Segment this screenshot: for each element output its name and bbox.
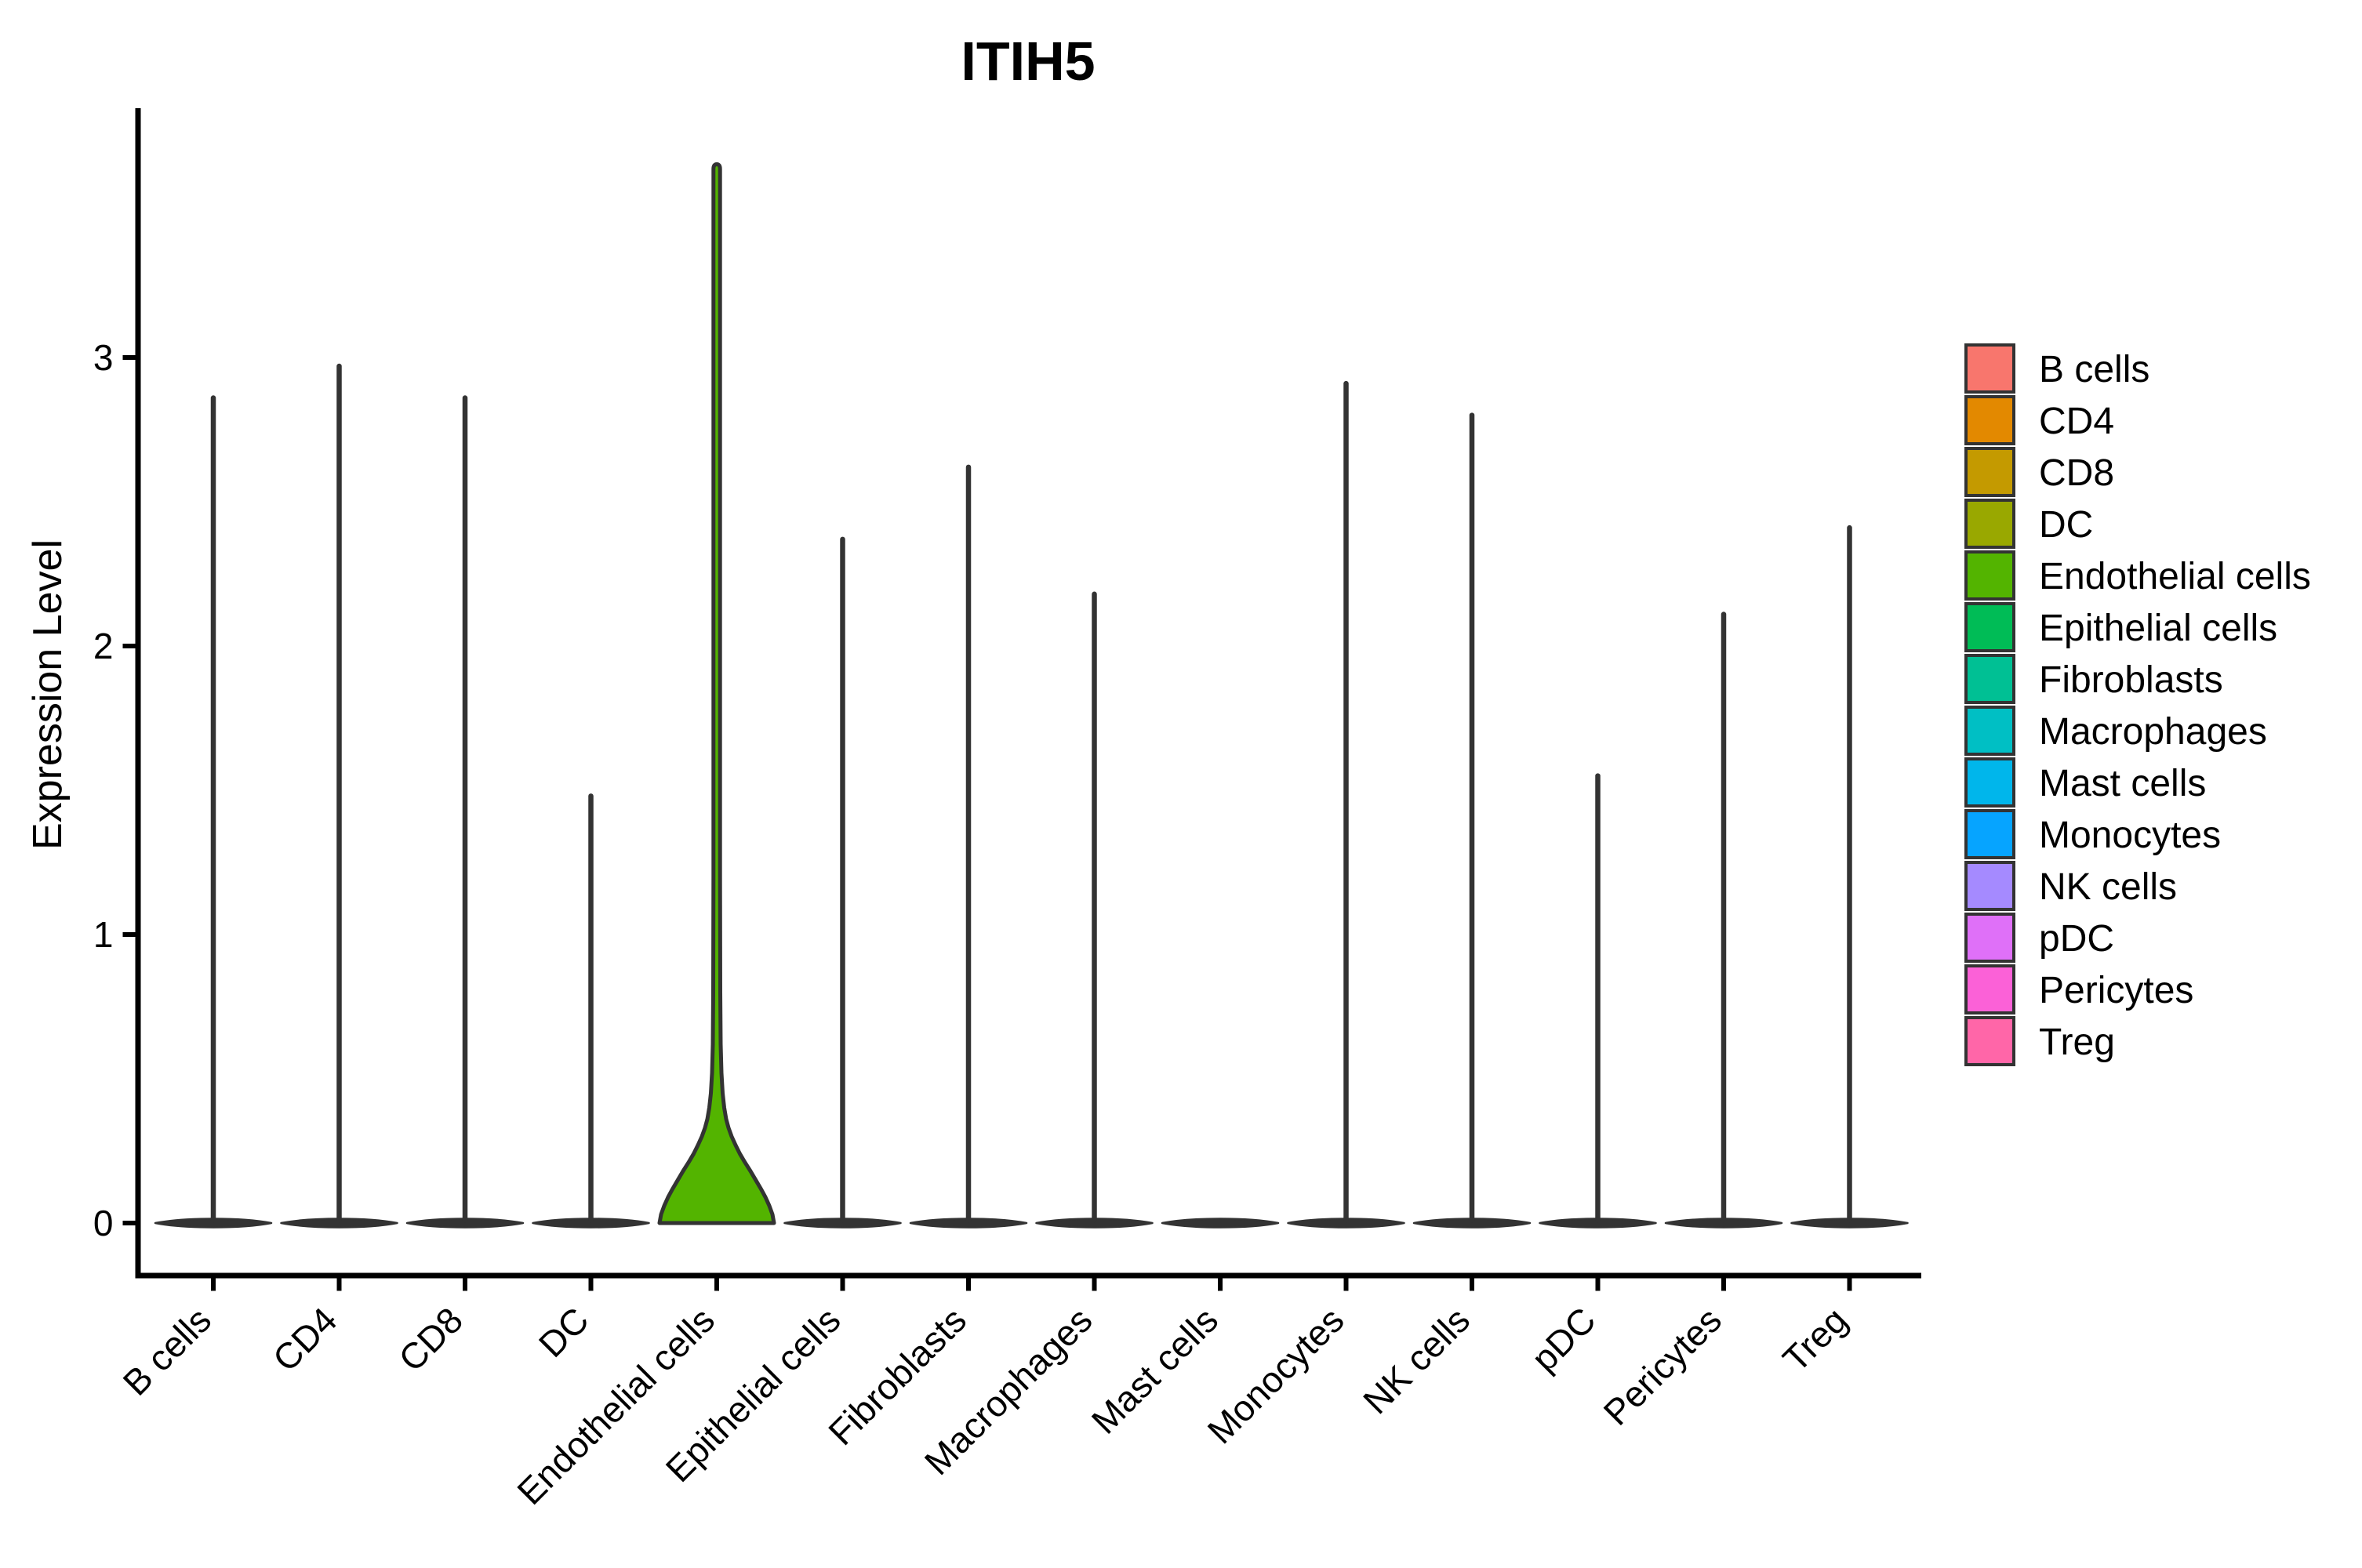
legend-swatch-fibroblasts	[1964, 654, 2015, 704]
violin-monocytes	[1287, 380, 1405, 1229]
legend-label-cd8: CD8	[2039, 452, 2114, 494]
y-axis-title: Expression Level	[25, 539, 71, 850]
violin-epithelial-cells	[783, 536, 902, 1229]
legend-label-dc: DC	[2039, 504, 2093, 546]
violin-treg	[1790, 524, 1909, 1229]
legend-swatch-treg	[1964, 1016, 2015, 1066]
legend-item-cd8: CD8	[1964, 447, 2114, 497]
legend-item-cd4: CD4	[1964, 395, 2114, 445]
y-tick-label-2: 2	[93, 626, 114, 666]
legend-swatch-dc	[1964, 499, 2015, 549]
legend-item-pdc: pDC	[1964, 913, 2114, 963]
legend-item-pericytes: Pericytes	[1964, 964, 2193, 1014]
legend-label-monocytes: Monocytes	[2039, 815, 2221, 856]
x-tick-label-pericytes: Pericytes	[1596, 1299, 1730, 1433]
legend-swatch-mast-cells	[1964, 757, 2015, 808]
legend-label-treg: Treg	[2039, 1022, 2115, 1063]
violin-baseline-cd4	[280, 1218, 398, 1229]
violin-dc	[532, 793, 650, 1229]
y-tick-label-3: 3	[93, 337, 114, 378]
violin-baseline-pericytes	[1664, 1218, 1783, 1229]
legend-item-epithelial-cells: Epithelial cells	[1964, 602, 2277, 652]
legend-label-b-cells: B cells	[2039, 349, 2149, 390]
legend-item-treg: Treg	[1964, 1016, 2115, 1066]
y-tick-label-0: 0	[93, 1203, 114, 1243]
violin-fibroblasts	[909, 464, 1028, 1229]
legend-item-dc: DC	[1964, 499, 2093, 549]
legend: B cells CD4 CD8 DC Endothelial cells Epitheli…	[1964, 343, 2311, 1066]
legend-swatch-cd8	[1964, 447, 2015, 497]
legend-label-fibroblasts: Fibroblasts	[2039, 659, 2223, 701]
legend-swatch-cd4	[1964, 395, 2015, 445]
legend-label-macrophages: Macrophages	[2039, 711, 2267, 753]
legend-item-nk-cells: NK cells	[1964, 861, 2177, 911]
legend-label-cd4: CD4	[2039, 401, 2114, 442]
violin-macrophages	[1035, 591, 1154, 1229]
violin-baseline-dc	[532, 1218, 650, 1229]
legend-label-mast-cells: Mast cells	[2039, 763, 2206, 804]
legend-label-nk-cells: NK cells	[2039, 866, 2177, 908]
violin-endothelial-cells	[657, 162, 776, 1225]
legend-item-mast-cells: Mast cells	[1964, 757, 2206, 808]
legend-swatch-monocytes	[1964, 809, 2015, 859]
violin-nk-cells	[1412, 412, 1532, 1229]
x-tick-label-pdc: pDC	[1524, 1299, 1604, 1379]
legend-swatch-macrophages	[1964, 706, 2015, 756]
legend-item-b-cells: B cells	[1964, 343, 2149, 394]
violin-baseline-treg	[1790, 1218, 1909, 1229]
x-tick-label-cd8: CD8	[391, 1299, 471, 1379]
violin-cd4	[280, 363, 398, 1229]
legend-label-pericytes: Pericytes	[2039, 970, 2193, 1011]
legend-swatch-epithelial-cells	[1964, 602, 2015, 652]
legend-item-monocytes: Monocytes	[1964, 809, 2221, 859]
violin-b-cells	[154, 395, 273, 1229]
legend-swatch-nk-cells	[1964, 861, 2015, 911]
violin-baseline-epithelial-cells	[783, 1218, 902, 1229]
violin-baseline-b-cells	[154, 1218, 273, 1229]
legend-item-macrophages: Macrophages	[1964, 706, 2267, 756]
x-tick-label-b-cells: B cells	[114, 1299, 219, 1403]
plot-title: ITIH5	[961, 31, 1095, 92]
violin-baseline-macrophages	[1035, 1218, 1154, 1229]
x-tick-label-cd4: CD4	[265, 1299, 345, 1379]
x-tick-label-treg: Treg	[1775, 1299, 1855, 1379]
violin-pericytes	[1664, 612, 1783, 1229]
violin-baseline-cd8	[405, 1218, 525, 1229]
legend-swatch-b-cells	[1964, 343, 2015, 394]
violins-group	[154, 162, 1909, 1229]
legend-item-endothelial-cells: Endothelial cells	[1964, 550, 2311, 601]
violin-baseline-fibroblasts	[909, 1218, 1028, 1229]
legend-swatch-pericytes	[1964, 964, 2015, 1014]
legend-label-endothelial-cells: Endothelial cells	[2039, 556, 2311, 597]
x-tick-label-dc: DC	[531, 1299, 597, 1365]
legend-label-epithelial-cells: Epithelial cells	[2039, 608, 2277, 649]
legend-item-fibroblasts: Fibroblasts	[1964, 654, 2223, 704]
legend-swatch-endothelial-cells	[1964, 550, 2015, 601]
x-tick-label-monocytes: Monocytes	[1200, 1299, 1352, 1451]
legend-swatch-pdc	[1964, 913, 2015, 963]
x-tick-label-nk-cells: NK cells	[1355, 1299, 1477, 1421]
violin-baseline-pdc	[1539, 1218, 1657, 1229]
violin-baseline-nk-cells	[1412, 1218, 1532, 1229]
y-tick-label-1: 1	[93, 914, 114, 955]
violin-baseline-mast-cells	[1161, 1218, 1280, 1229]
legend-label-pdc: pDC	[2039, 918, 2114, 960]
violin-pdc	[1539, 773, 1657, 1229]
violin-body-endothelial-cells	[657, 162, 776, 1225]
violin-cd8	[405, 395, 525, 1229]
violin-baseline-monocytes	[1287, 1218, 1405, 1229]
violin-mast-cells	[1161, 1218, 1280, 1229]
